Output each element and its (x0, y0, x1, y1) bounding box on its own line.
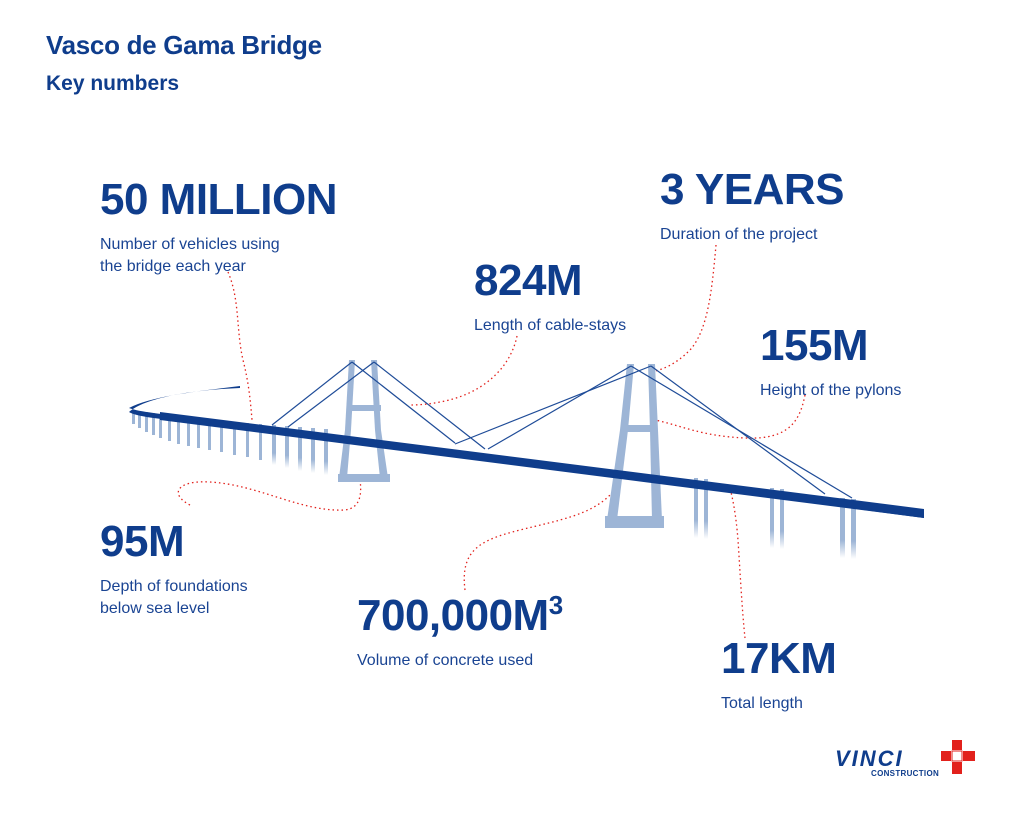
stat-foundations-label: Depth of foundations below sea level (100, 576, 248, 620)
stat-vehicles-value: 50 MILLION (100, 175, 338, 224)
leader-foundations (177, 479, 362, 511)
logo-wordmark: VINCI (835, 746, 904, 771)
logo-cross-icon (941, 740, 975, 774)
stat-foundations-label-line1: Depth of foundations (100, 578, 248, 595)
leader-concrete (463, 494, 611, 591)
stat-concrete-superscript: 3 (548, 590, 563, 620)
stat-concrete-label: Volume of concrete used (357, 652, 534, 669)
stat-vehicles-label-line1: Number of vehicles using (100, 236, 280, 253)
right-pylon (605, 364, 664, 528)
page-title: Vasco de Gama Bridge (46, 30, 322, 60)
bridge-piers (132, 410, 262, 460)
stat-pylons: 155M Height of the pylons (760, 324, 901, 402)
leader-vehicles (227, 271, 253, 421)
logo-tagline: CONSTRUCTION (871, 769, 940, 778)
stat-pylons-value: 155M (760, 321, 869, 370)
stat-duration-label: Duration of the project (660, 226, 818, 243)
leader-lines (177, 244, 806, 639)
stat-cables: 824M Length of cable-stays (474, 259, 626, 337)
bridge-piers-tall (272, 425, 856, 559)
page-subtitle: Key numbers (46, 72, 180, 95)
stat-duration-value: 3 YEARS (660, 165, 845, 214)
leader-duration (649, 244, 717, 373)
stat-concrete-value: 700,000M3 (357, 591, 563, 640)
stat-concrete-number: 700,000M (357, 591, 549, 640)
stat-length: 17KM Total length (721, 634, 837, 715)
left-pylon (338, 360, 390, 482)
stat-vehicles: 50 MILLION Number of vehicles using the … (100, 175, 338, 278)
stat-duration: 3 YEARS Duration of the project (660, 165, 845, 246)
stat-pylons-label: Height of the pylons (760, 382, 902, 399)
leader-cables (409, 335, 518, 406)
stat-foundations-label-line2: below sea level (100, 600, 210, 617)
stat-length-value: 17KM (721, 634, 837, 683)
stat-concrete: 700,000M3 Volume of concrete used (357, 591, 563, 672)
vinci-construction-logo: VINCI CONSTRUCTION (835, 740, 980, 780)
stat-foundations: 95M Depth of foundations below sea level (100, 520, 248, 620)
stat-cables-value: 824M (474, 256, 583, 305)
stat-vehicles-label-line2: the bridge each year (100, 258, 246, 275)
stat-length-label: Total length (721, 695, 803, 712)
stat-foundations-value: 95M (100, 517, 185, 566)
bridge-deck-main (160, 412, 924, 518)
stat-cables-label: Length of cable-stays (474, 317, 627, 334)
leader-length (729, 487, 746, 639)
stat-vehicles-label: Number of vehicles using the bridge each… (100, 234, 337, 278)
cable-stays (271, 361, 853, 499)
